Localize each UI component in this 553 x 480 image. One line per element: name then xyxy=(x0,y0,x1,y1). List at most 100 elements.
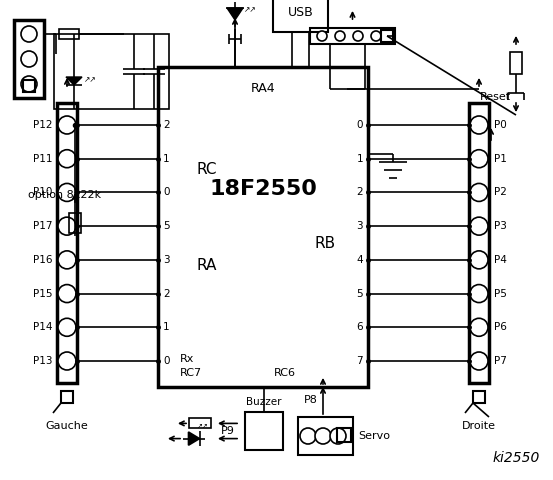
Text: Servo: Servo xyxy=(358,431,390,441)
Bar xyxy=(69,213,81,232)
Text: Reset: Reset xyxy=(480,92,511,102)
Circle shape xyxy=(470,116,488,134)
Polygon shape xyxy=(189,432,200,445)
Circle shape xyxy=(470,150,488,168)
Bar xyxy=(473,391,485,403)
Bar xyxy=(381,30,393,42)
Text: ki2550: ki2550 xyxy=(493,451,540,465)
Circle shape xyxy=(58,116,76,134)
Text: 4: 4 xyxy=(356,255,363,265)
Bar xyxy=(61,391,73,403)
Text: P9: P9 xyxy=(221,426,235,436)
Circle shape xyxy=(58,251,76,269)
Bar xyxy=(189,419,211,428)
Bar xyxy=(310,28,395,44)
Circle shape xyxy=(330,428,346,444)
Text: P0: P0 xyxy=(494,120,507,130)
Circle shape xyxy=(300,428,316,444)
Bar xyxy=(337,428,351,442)
Text: P6: P6 xyxy=(494,322,507,332)
Circle shape xyxy=(353,31,363,41)
Text: RC7: RC7 xyxy=(180,368,202,378)
Bar xyxy=(23,80,35,92)
Circle shape xyxy=(317,31,327,41)
Text: Droite: Droite xyxy=(462,421,496,431)
Circle shape xyxy=(58,352,76,370)
Bar xyxy=(510,52,522,74)
Bar xyxy=(273,0,328,32)
Text: ↗↗: ↗↗ xyxy=(244,5,257,14)
Bar xyxy=(57,103,77,383)
Text: 1: 1 xyxy=(163,154,170,164)
Text: 7: 7 xyxy=(356,356,363,366)
Circle shape xyxy=(58,318,76,336)
Text: RB: RB xyxy=(315,236,336,251)
Text: 3: 3 xyxy=(356,221,363,231)
Circle shape xyxy=(58,217,76,235)
Text: P14: P14 xyxy=(33,322,52,332)
Circle shape xyxy=(315,428,331,444)
Text: 18F2550: 18F2550 xyxy=(209,179,317,199)
Text: 3: 3 xyxy=(163,255,170,265)
Circle shape xyxy=(371,31,381,41)
Text: P17: P17 xyxy=(33,221,52,231)
Bar xyxy=(59,29,79,39)
Text: Rx: Rx xyxy=(180,354,194,364)
Text: 5: 5 xyxy=(356,288,363,299)
Bar xyxy=(245,412,283,450)
Circle shape xyxy=(21,26,37,42)
Text: P12: P12 xyxy=(33,120,52,130)
Text: Gauche: Gauche xyxy=(46,421,88,431)
Circle shape xyxy=(58,183,76,202)
Text: 2: 2 xyxy=(163,288,170,299)
Circle shape xyxy=(58,150,76,168)
Text: P7: P7 xyxy=(494,356,507,366)
Polygon shape xyxy=(227,8,243,20)
Text: 1: 1 xyxy=(163,322,170,332)
Bar xyxy=(298,417,353,455)
Circle shape xyxy=(470,352,488,370)
Text: RA: RA xyxy=(196,258,216,273)
Bar xyxy=(54,34,169,109)
Circle shape xyxy=(470,217,488,235)
Text: RA4: RA4 xyxy=(251,83,275,96)
Text: P10: P10 xyxy=(33,187,52,197)
Text: P4: P4 xyxy=(494,255,507,265)
Bar xyxy=(158,67,368,387)
Text: 0: 0 xyxy=(163,356,170,366)
Text: 5: 5 xyxy=(163,221,170,231)
Text: 0: 0 xyxy=(163,187,170,197)
Text: P5: P5 xyxy=(494,288,507,299)
Text: Buzzer: Buzzer xyxy=(246,397,281,407)
Circle shape xyxy=(470,251,488,269)
Polygon shape xyxy=(66,77,82,85)
Circle shape xyxy=(21,51,37,67)
Bar xyxy=(469,103,489,383)
Circle shape xyxy=(21,76,37,92)
Text: P2: P2 xyxy=(494,187,507,197)
Text: 2: 2 xyxy=(163,120,170,130)
Circle shape xyxy=(470,183,488,202)
Circle shape xyxy=(335,31,345,41)
Text: P16: P16 xyxy=(33,255,52,265)
Circle shape xyxy=(58,285,76,302)
Text: P8: P8 xyxy=(304,395,318,405)
Circle shape xyxy=(470,318,488,336)
Text: RC6: RC6 xyxy=(274,368,295,378)
Text: P15: P15 xyxy=(33,288,52,299)
Text: P11: P11 xyxy=(33,154,52,164)
Text: USB: USB xyxy=(288,5,314,19)
Text: P3: P3 xyxy=(494,221,507,231)
Circle shape xyxy=(470,285,488,302)
Text: 0: 0 xyxy=(357,120,363,130)
Text: ↗↗: ↗↗ xyxy=(84,75,97,84)
Text: 2: 2 xyxy=(356,187,363,197)
Bar xyxy=(14,20,44,98)
Text: P13: P13 xyxy=(33,356,52,366)
Text: 6: 6 xyxy=(356,322,363,332)
Text: ↗↗: ↗↗ xyxy=(197,422,209,429)
Text: P1: P1 xyxy=(494,154,507,164)
Text: RC: RC xyxy=(196,162,217,177)
Text: 1: 1 xyxy=(356,154,363,164)
Text: option 8x22k: option 8x22k xyxy=(28,190,102,200)
